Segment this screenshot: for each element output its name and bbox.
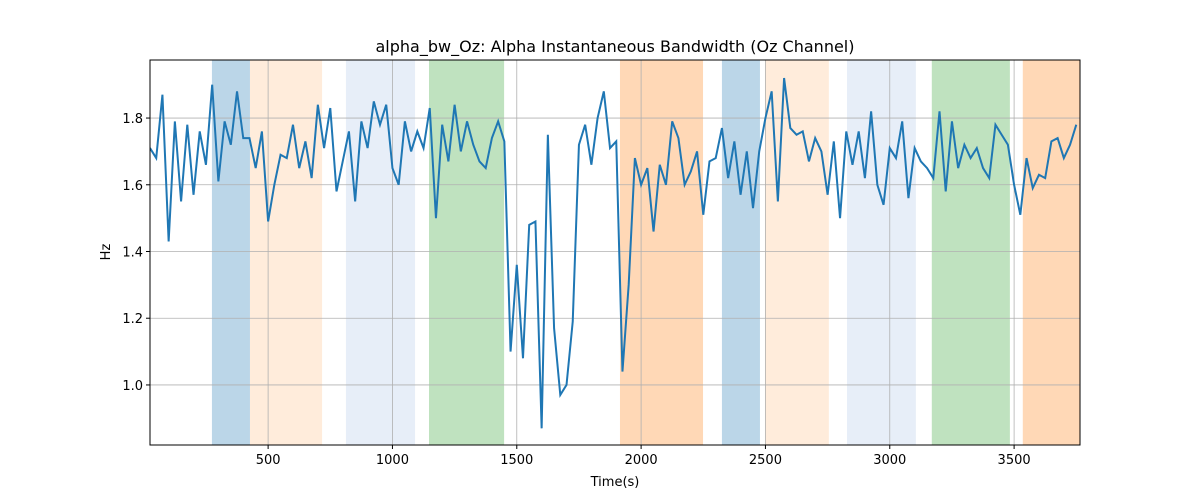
y-axis-label: Hz (99, 244, 114, 261)
y-tick-label: 1.0 (122, 379, 143, 394)
y-tick-label: 1.4 (122, 245, 143, 260)
y-tick-label: 1.6 (122, 179, 143, 194)
x-tick-label: 2000 (625, 453, 658, 468)
shaded-span (764, 60, 829, 445)
shaded-span (1022, 60, 1080, 445)
shaded-span (619, 60, 704, 445)
x-tick-label: 3500 (998, 453, 1031, 468)
plot-frame (149, 59, 1081, 446)
y-tick-label: 1.2 (122, 312, 143, 327)
x-tick-label: 2500 (749, 453, 782, 468)
x-tick-label: 3000 (873, 453, 906, 468)
x-tick-label: 1000 (376, 453, 409, 468)
shaded-span (847, 60, 916, 445)
x-tick-label: 500 (256, 453, 281, 468)
shaded-span (721, 60, 760, 445)
x-axis-label: Time(s) (590, 475, 640, 490)
shaded-span (249, 60, 323, 445)
x-tick-label: 1500 (500, 453, 533, 468)
data-line (150, 77, 1078, 429)
chart-title: alpha_bw_Oz: Alpha Instantaneous Bandwid… (376, 37, 855, 57)
shaded-span (931, 60, 1010, 445)
y-tick-label: 1.8 (122, 112, 143, 127)
shaded-span (211, 60, 250, 445)
